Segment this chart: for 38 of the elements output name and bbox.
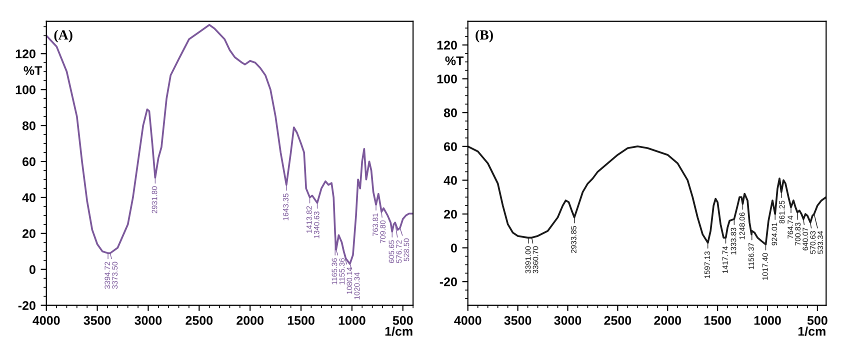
x-tick-label: 4000 [32,316,60,325]
y-tick-label: 40 [444,176,457,185]
y-tick-label: 20 [444,210,457,219]
x-tick-label: 3500 [504,316,532,325]
x-tick-label: 3000 [134,316,162,325]
y-tick-label: 0 [29,265,36,274]
y-tick-label: 60 [444,142,457,152]
x-tick-label: 500 [807,316,828,325]
text: (B) [476,30,493,42]
y-tick-label: 0 [450,244,457,252]
y-tick-label: 120 [16,49,36,58]
x-tick-label: 2500 [186,316,213,325]
y-tick-label: 100 [16,85,36,94]
x-tick-label: 500 [392,316,413,325]
x-tick-label: 1000 [338,316,366,325]
x-tick-label: 3500 [84,316,111,325]
x-tick-label: 3000 [554,316,582,325]
y-axis-title: %T [445,56,464,66]
x-tick-label: 2000 [654,316,682,325]
x-tick-label: 2000 [236,316,264,325]
y-tick-label: 20 [22,229,36,238]
y-tick-label: 80 [444,108,457,118]
y-tick-label: -20 [440,277,457,286]
x-tick-label: 2500 [604,316,632,325]
y-tick-label: -20 [18,301,36,310]
x-tick-label: 4000 [454,316,482,325]
y-axis-title: %T [24,66,42,75]
text: (A) [54,30,72,42]
x-tick-label: 1500 [704,316,731,325]
x-tick-label: 1500 [288,316,314,325]
x-axis-title: 1/cm [798,326,826,336]
y-tick-label: 40 [22,193,36,202]
y-tick-label: 80 [22,121,36,130]
x-axis-title: 1/cm [385,326,412,336]
y-tick-label: 60 [22,157,36,166]
x-tick-label: 1000 [754,316,781,325]
y-tick-label: 100 [437,74,457,84]
y-tick-label: 120 [437,40,457,50]
